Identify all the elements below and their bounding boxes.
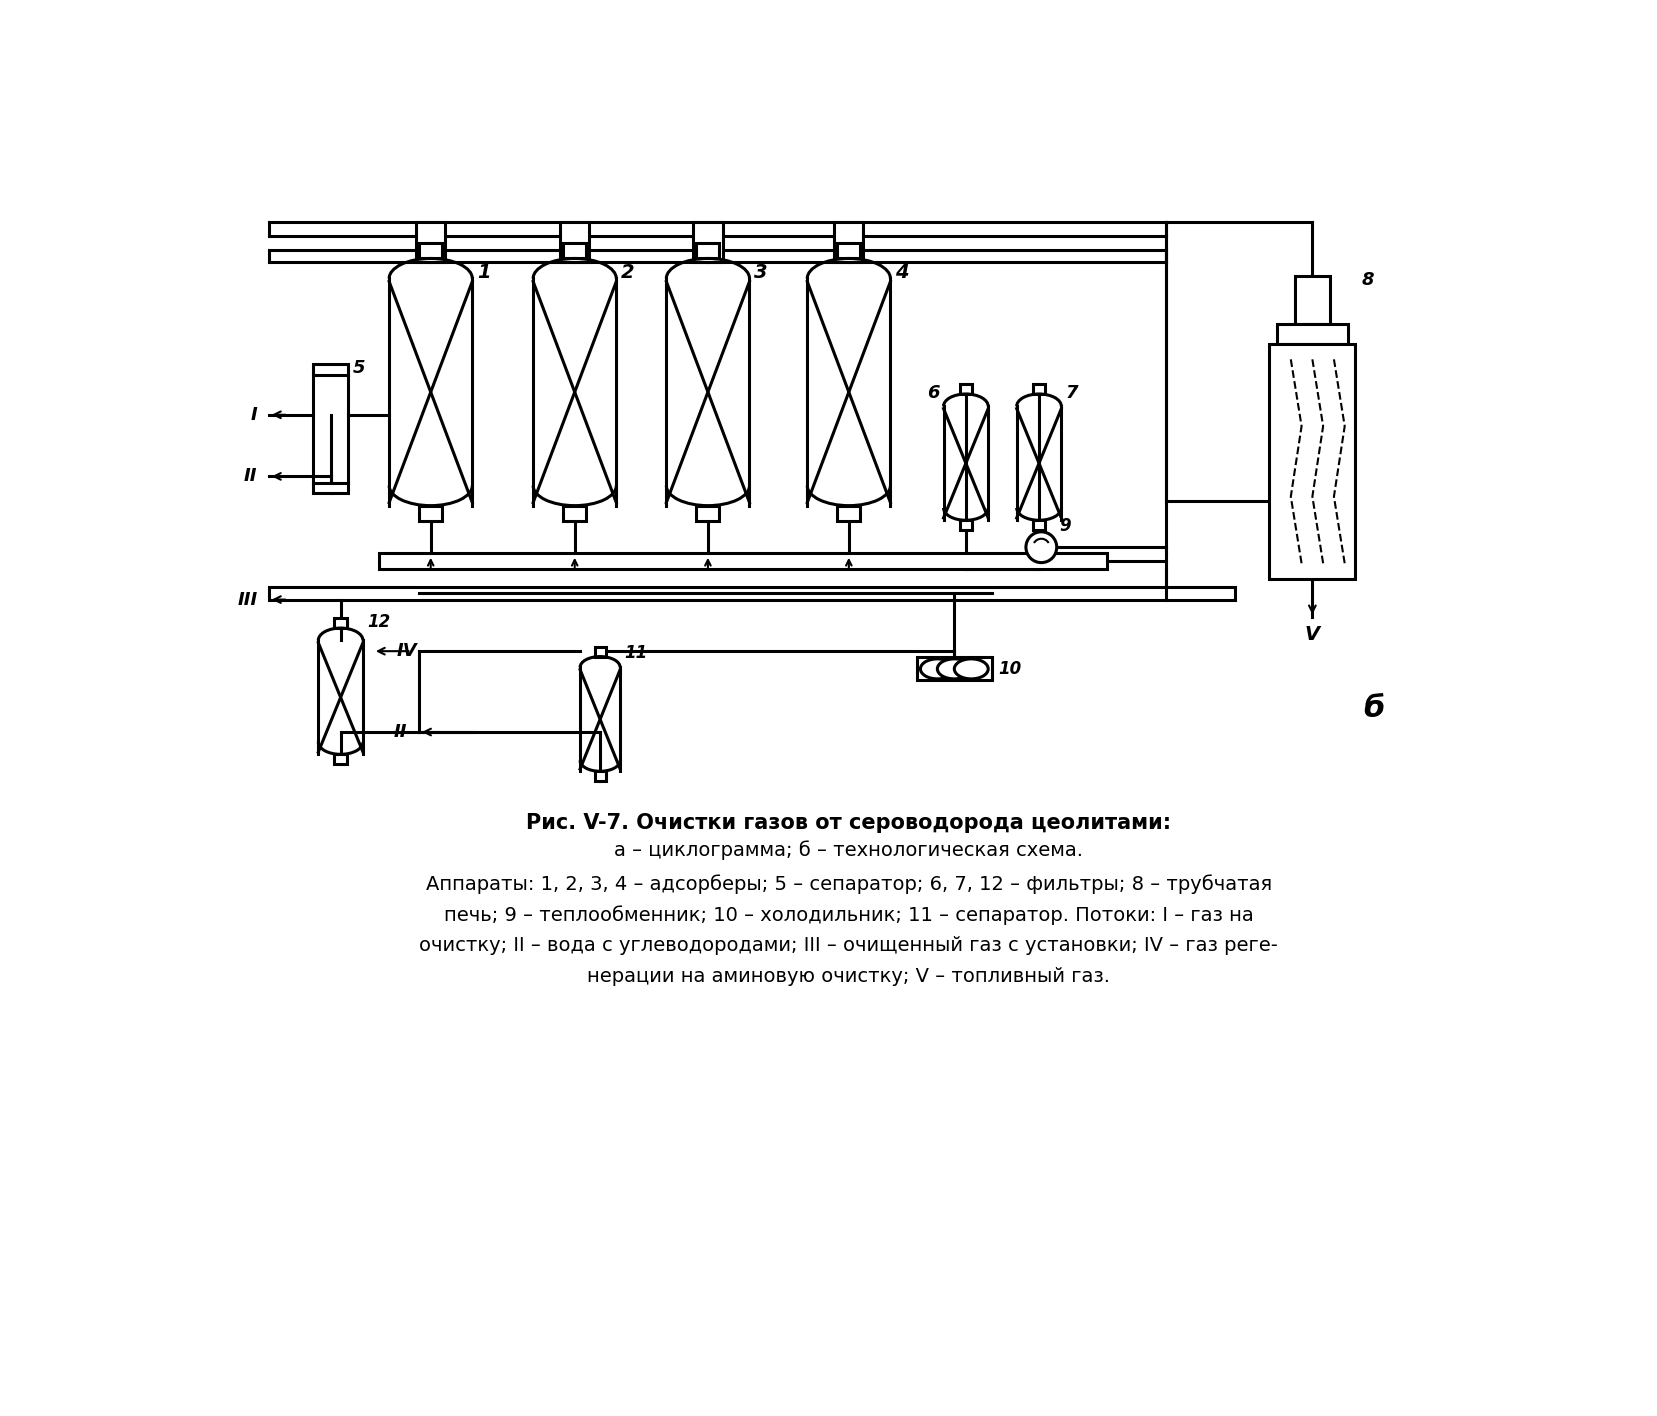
Bar [916,657,993,681]
Bar [419,506,442,521]
Bar [837,244,860,259]
Bar [693,222,722,262]
Bar [560,222,590,262]
Text: 10: 10 [998,660,1021,678]
Bar [416,222,446,262]
Ellipse shape [954,658,988,678]
Bar [1032,520,1046,530]
Bar [1269,344,1355,579]
Text: Аппараты: 1, 2, 3, 4 – адсорберы; 5 – сепаратор; 6, 7, 12 – фильтры; 8 – трубчат: Аппараты: 1, 2, 3, 4 – адсорберы; 5 – се… [426,875,1273,893]
Bar [959,520,973,530]
Bar [959,384,973,394]
Bar [563,506,587,521]
Bar [268,588,1236,599]
Text: а – циклограмма; б – технологическая схема.: а – циклограмма; б – технологическая схе… [615,841,1084,861]
Bar [379,554,1107,569]
Bar [595,647,605,657]
Bar [1278,324,1347,344]
Bar [833,222,863,262]
Text: 9: 9 [1060,517,1072,535]
Text: очистку; II – вода с углеводородами; III – очищенный газ с установки; IV – газ р: очистку; II – вода с углеводородами; III… [419,936,1278,954]
Text: 11: 11 [625,644,648,663]
Text: IV: IV [398,643,418,660]
Bar [313,483,348,493]
Text: 12: 12 [366,613,389,632]
Bar [313,364,348,375]
Text: 7: 7 [1065,384,1077,402]
Bar [335,755,346,765]
Bar [563,244,587,259]
Text: 8: 8 [1362,270,1374,289]
Bar [837,506,860,521]
Ellipse shape [938,658,971,678]
Text: б: б [1364,694,1385,724]
Bar [696,244,719,259]
Text: 4: 4 [895,263,908,282]
Text: III: III [237,590,257,609]
Text: II: II [394,724,408,741]
Bar [1294,276,1331,324]
Circle shape [1026,532,1057,562]
Ellipse shape [920,658,954,678]
Text: I: I [250,406,257,423]
Text: 3: 3 [754,263,767,282]
Text: 2: 2 [621,263,635,282]
Text: 5: 5 [353,358,366,377]
Text: 6: 6 [928,384,940,402]
Text: печь; 9 – теплообменник; 10 – холодильник; 11 – сепаратор. Потоки: I – газ на: печь; 9 – теплообменник; 10 – холодильни… [444,905,1254,925]
Text: Рис. V-7. Очистки газов от сероводорода цеолитами:: Рис. V-7. Очистки газов от сероводорода … [527,813,1171,833]
Text: нерации на аминовую очистку; V – топливный газ.: нерации на аминовую очистку; V – топливн… [587,967,1110,986]
Bar [595,772,605,780]
Bar [335,617,346,629]
Bar [1032,384,1046,394]
Text: 1: 1 [477,263,490,282]
Text: V: V [1304,624,1321,644]
Bar [419,244,442,259]
Text: II: II [244,467,257,486]
Bar [696,506,719,521]
